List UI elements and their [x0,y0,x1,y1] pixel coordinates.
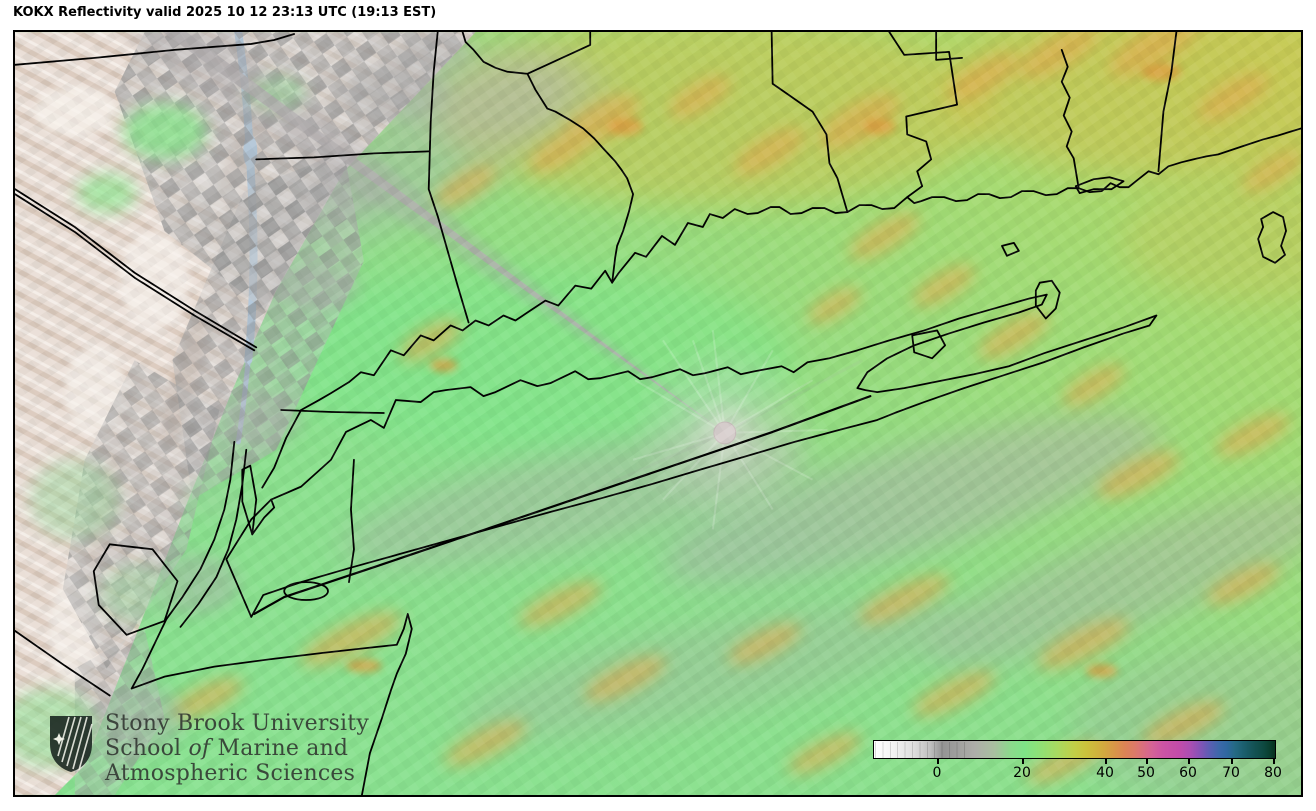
colorbar-tick [1273,759,1275,764]
colorbar-tick [1231,759,1233,764]
logo-line-2: School of Marine and [105,736,349,761]
colorbar-tick-label: 50 [1137,765,1155,781]
colorbar-tick [937,759,939,764]
colorbar-tick-label: 80 [1264,765,1282,781]
colorbar-tick-label: 20 [1013,765,1031,781]
reflectivity-colorbar: 0 20 40 50 60 70 80 [873,740,1282,786]
colorbar-tick [1022,759,1024,764]
colorbar-discrete-steps [875,742,972,759]
colorbar-tick-label: 70 [1222,765,1240,781]
radar-map: Stony Brook University School of Marine … [13,30,1303,797]
colorbar-tick [1105,759,1107,764]
star-icon [53,733,65,745]
colorbar-tick-label: 0 [932,765,942,781]
colorbar-tick [1188,759,1190,764]
logo-line-1: Stony Brook University [105,711,369,736]
colorbar-tick-label: 40 [1096,765,1114,781]
map-canvas [15,32,1301,795]
logo-line-3: Atmospheric Sciences [105,761,356,786]
colorbar-gradient [873,740,1276,759]
pixel-mosaic-overlay [15,32,1301,795]
colorbar-tick [1146,759,1148,764]
colorbar-tick-label: 60 [1179,765,1197,781]
figure-title: KOKX Reflectivity valid 2025 10 12 23:13… [13,5,437,20]
sbu-shield-icon [50,716,93,772]
sbu-logo: Stony Brook University School of Marine … [48,711,369,786]
sbu-logo-text: Stony Brook University School of Marine … [105,711,369,786]
